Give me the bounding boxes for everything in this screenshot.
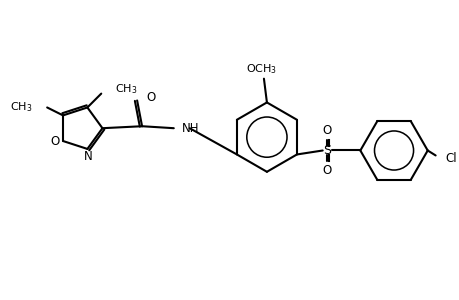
Text: O: O <box>50 134 60 148</box>
Text: S: S <box>322 144 330 157</box>
Text: O: O <box>321 164 330 177</box>
Text: CH$_3$: CH$_3$ <box>115 82 137 96</box>
Text: CH$_3$: CH$_3$ <box>10 100 32 114</box>
Text: O: O <box>321 124 330 137</box>
Text: O: O <box>146 91 155 104</box>
Text: OCH$_3$: OCH$_3$ <box>246 62 277 76</box>
Text: Cl: Cl <box>445 152 456 165</box>
Text: NH: NH <box>181 122 199 135</box>
Text: N: N <box>84 150 93 164</box>
